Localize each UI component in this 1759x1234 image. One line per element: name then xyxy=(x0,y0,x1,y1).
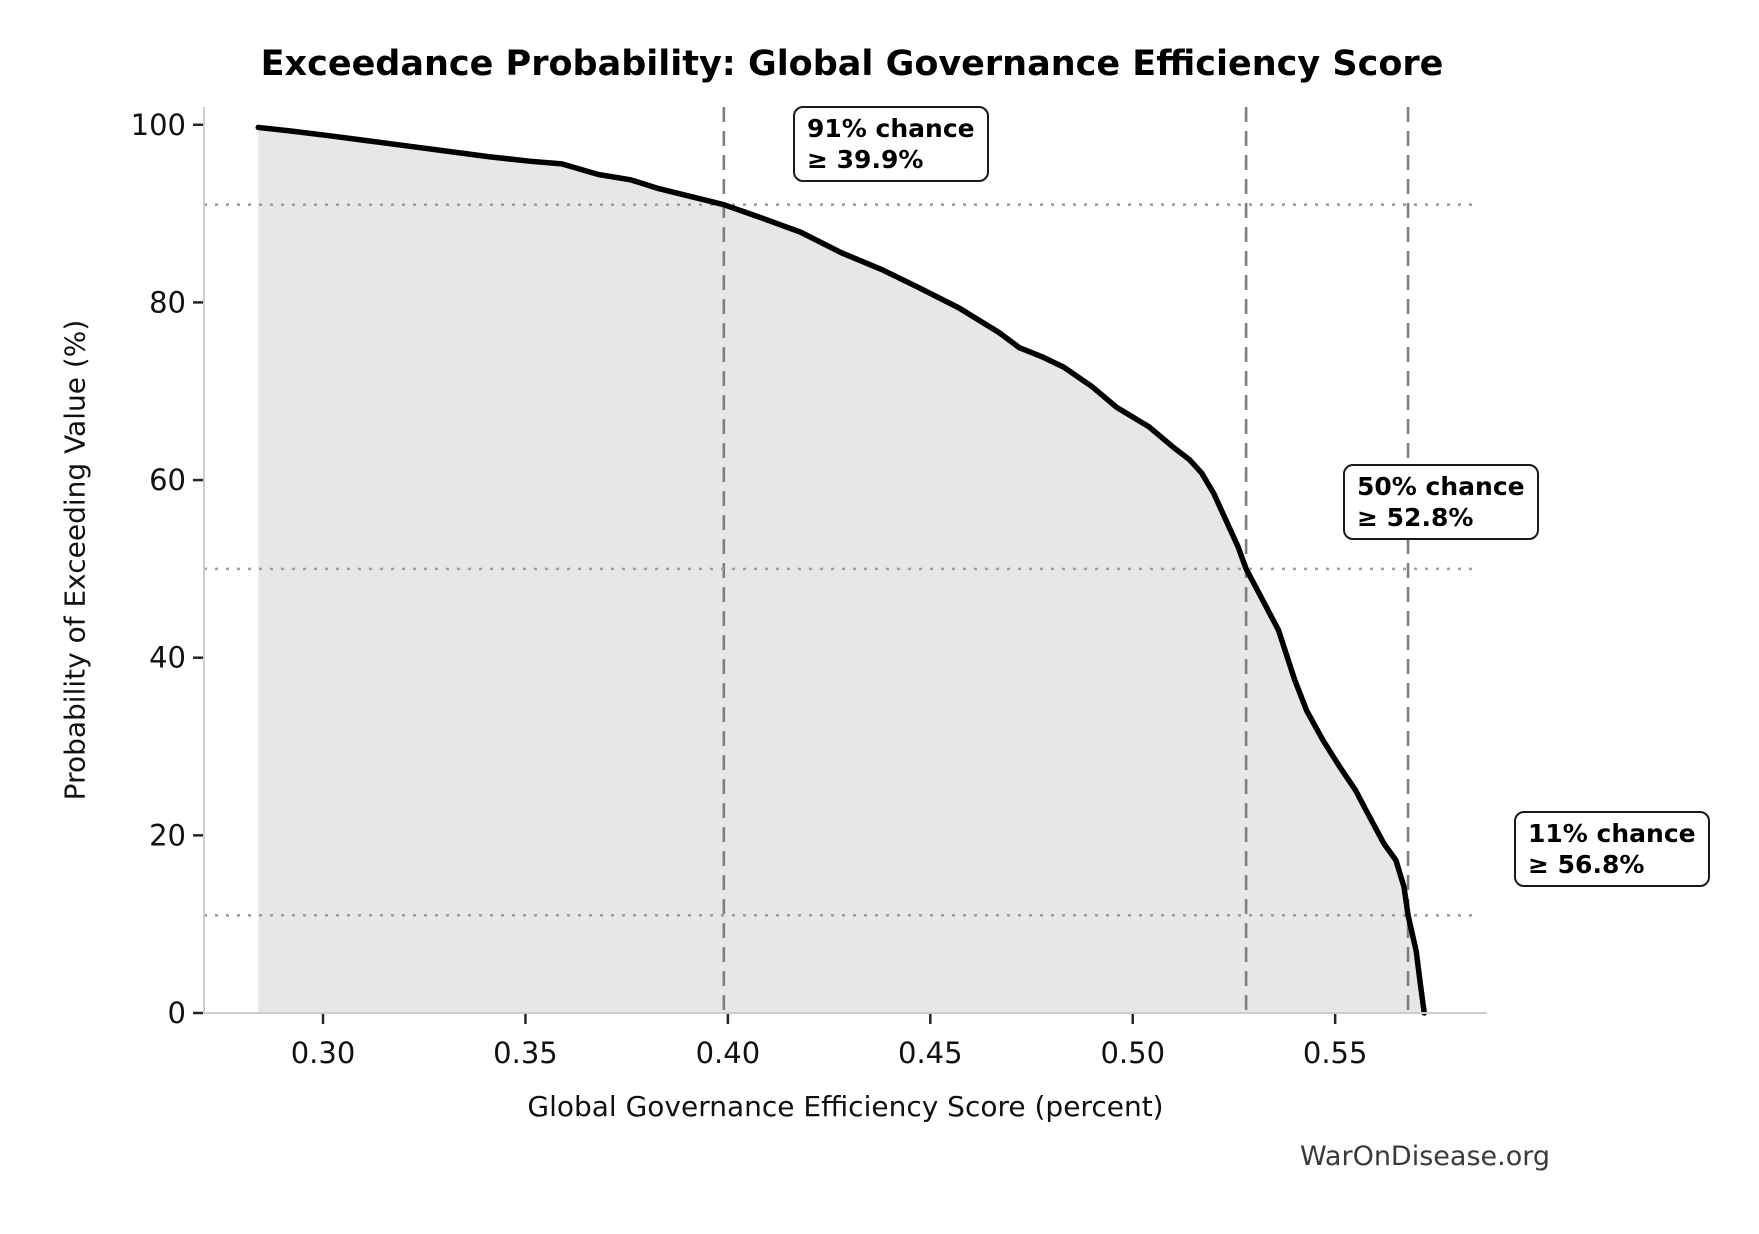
chart-title: Exceedance Probability: Global Governanc… xyxy=(260,44,1444,84)
y-axis-label: Probability of Exceeding Value (%) xyxy=(58,319,92,801)
y-tick-label: 0 xyxy=(168,996,186,1030)
x-tick-label: 0.50 xyxy=(1100,1036,1165,1070)
x-tick-label: 0.45 xyxy=(898,1036,963,1070)
y-tick-label: 80 xyxy=(149,285,186,319)
annotation-91pct-line2: ≥ 39.9% xyxy=(807,145,924,174)
watermark: WarOnDisease.org xyxy=(1299,1141,1550,1172)
annotation-50pct-line2: ≥ 52.8% xyxy=(1357,503,1474,532)
x-tick-label: 0.40 xyxy=(696,1036,761,1070)
fill-area xyxy=(258,127,1425,1013)
x-tick-label: 0.35 xyxy=(493,1036,558,1070)
annotation-11pct-line1: 11% chance xyxy=(1528,819,1696,848)
y-tick-label: 20 xyxy=(149,818,186,852)
annotation-91pct-line1: 91% chance xyxy=(807,114,975,143)
annotation-50pct-line1: 50% chance xyxy=(1357,472,1525,501)
annotation-11pct: 11% chance ≥ 56.8% xyxy=(1514,811,1710,887)
annotation-91pct: 91% chance ≥ 39.9% xyxy=(793,106,989,182)
y-tick-label: 60 xyxy=(149,463,186,497)
exceedance-curve xyxy=(255,124,1427,1016)
x-tick-label: 0.55 xyxy=(1303,1036,1368,1070)
annotation-11pct-line2: ≥ 56.8% xyxy=(1528,850,1645,879)
x-axis-label: Global Governance Efficiency Score (perc… xyxy=(527,1090,1164,1123)
x-tick-label: 0.30 xyxy=(291,1036,356,1070)
y-tick-label: 100 xyxy=(131,108,186,142)
y-tick-label: 40 xyxy=(149,641,186,675)
annotation-50pct: 50% chance ≥ 52.8% xyxy=(1343,464,1539,540)
